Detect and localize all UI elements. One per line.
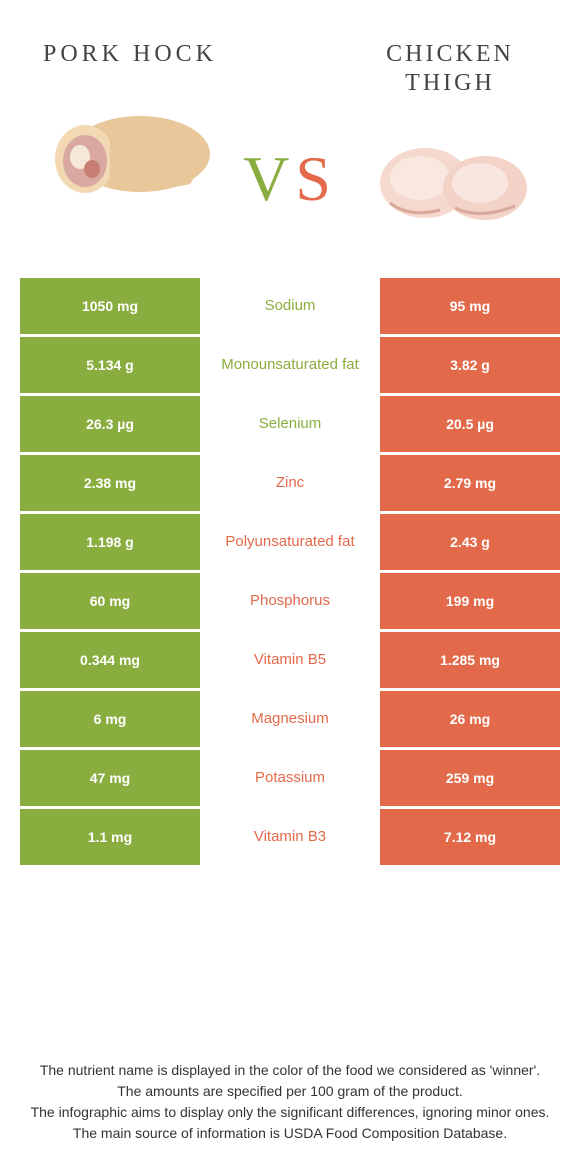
right-value: 7.12 mg xyxy=(380,809,560,865)
vs-v: V xyxy=(243,143,295,214)
table-row: 5.134 gMonounsaturated fat3.82 g xyxy=(20,337,560,393)
table-row: 6 mgMagnesium26 mg xyxy=(20,691,560,747)
nutrient-label: Selenium xyxy=(200,396,380,452)
right-title: Chicken thigh xyxy=(350,40,550,98)
nutrient-label: Phosphorus xyxy=(200,573,380,629)
nutrient-label: Vitamin B3 xyxy=(200,809,380,865)
nutrient-table: 1050 mgSodium95 mg5.134 gMonounsaturated… xyxy=(20,278,560,865)
nutrient-label: Zinc xyxy=(200,455,380,511)
footer-line: The infographic aims to display only the… xyxy=(20,1102,560,1123)
right-value: 259 mg xyxy=(380,750,560,806)
table-row: 1.198 gPolyunsaturated fat2.43 g xyxy=(20,514,560,570)
left-food: Pork hock xyxy=(30,40,230,209)
nutrient-label: Monounsaturated fat xyxy=(200,337,380,393)
footer-notes: The nutrient name is displayed in the co… xyxy=(20,1060,560,1144)
left-value: 47 mg xyxy=(20,750,200,806)
right-value: 26 mg xyxy=(380,691,560,747)
left-value: 6 mg xyxy=(20,691,200,747)
nutrient-label: Potassium xyxy=(200,750,380,806)
right-value: 199 mg xyxy=(380,573,560,629)
left-value: 60 mg xyxy=(20,573,200,629)
left-value: 0.344 mg xyxy=(20,632,200,688)
nutrient-label: Sodium xyxy=(200,278,380,334)
right-value: 20.5 µg xyxy=(380,396,560,452)
nutrient-label: Polyunsaturated fat xyxy=(200,514,380,570)
nutrient-label: Vitamin B5 xyxy=(200,632,380,688)
vs-label: VS xyxy=(243,142,337,216)
header: Pork hock VS Chicken thigh xyxy=(0,0,580,238)
left-value: 2.38 mg xyxy=(20,455,200,511)
table-row: 1050 mgSodium95 mg xyxy=(20,278,560,334)
nutrient-label: Magnesium xyxy=(200,691,380,747)
vs-s: S xyxy=(295,143,337,214)
right-value: 95 mg xyxy=(380,278,560,334)
right-value: 2.79 mg xyxy=(380,455,560,511)
left-title: Pork hock xyxy=(30,40,230,69)
right-value: 1.285 mg xyxy=(380,632,560,688)
table-row: 1.1 mgVitamin B37.12 mg xyxy=(20,809,560,865)
right-value: 3.82 g xyxy=(380,337,560,393)
pork-hock-image xyxy=(40,89,220,209)
chicken-thigh-image xyxy=(360,118,540,238)
footer-line: The nutrient name is displayed in the co… xyxy=(20,1060,560,1081)
left-value: 1.1 mg xyxy=(20,809,200,865)
footer-line: The amounts are specified per 100 gram o… xyxy=(20,1081,560,1102)
footer-line: The main source of information is USDA F… xyxy=(20,1123,560,1144)
table-row: 60 mgPhosphorus199 mg xyxy=(20,573,560,629)
left-value: 1.198 g xyxy=(20,514,200,570)
table-row: 0.344 mgVitamin B51.285 mg xyxy=(20,632,560,688)
table-row: 47 mgPotassium259 mg xyxy=(20,750,560,806)
right-value: 2.43 g xyxy=(380,514,560,570)
table-row: 2.38 mgZinc2.79 mg xyxy=(20,455,560,511)
table-row: 26.3 µgSelenium20.5 µg xyxy=(20,396,560,452)
right-food: Chicken thigh xyxy=(350,40,550,238)
left-value: 26.3 µg xyxy=(20,396,200,452)
left-value: 5.134 g xyxy=(20,337,200,393)
left-value: 1050 mg xyxy=(20,278,200,334)
